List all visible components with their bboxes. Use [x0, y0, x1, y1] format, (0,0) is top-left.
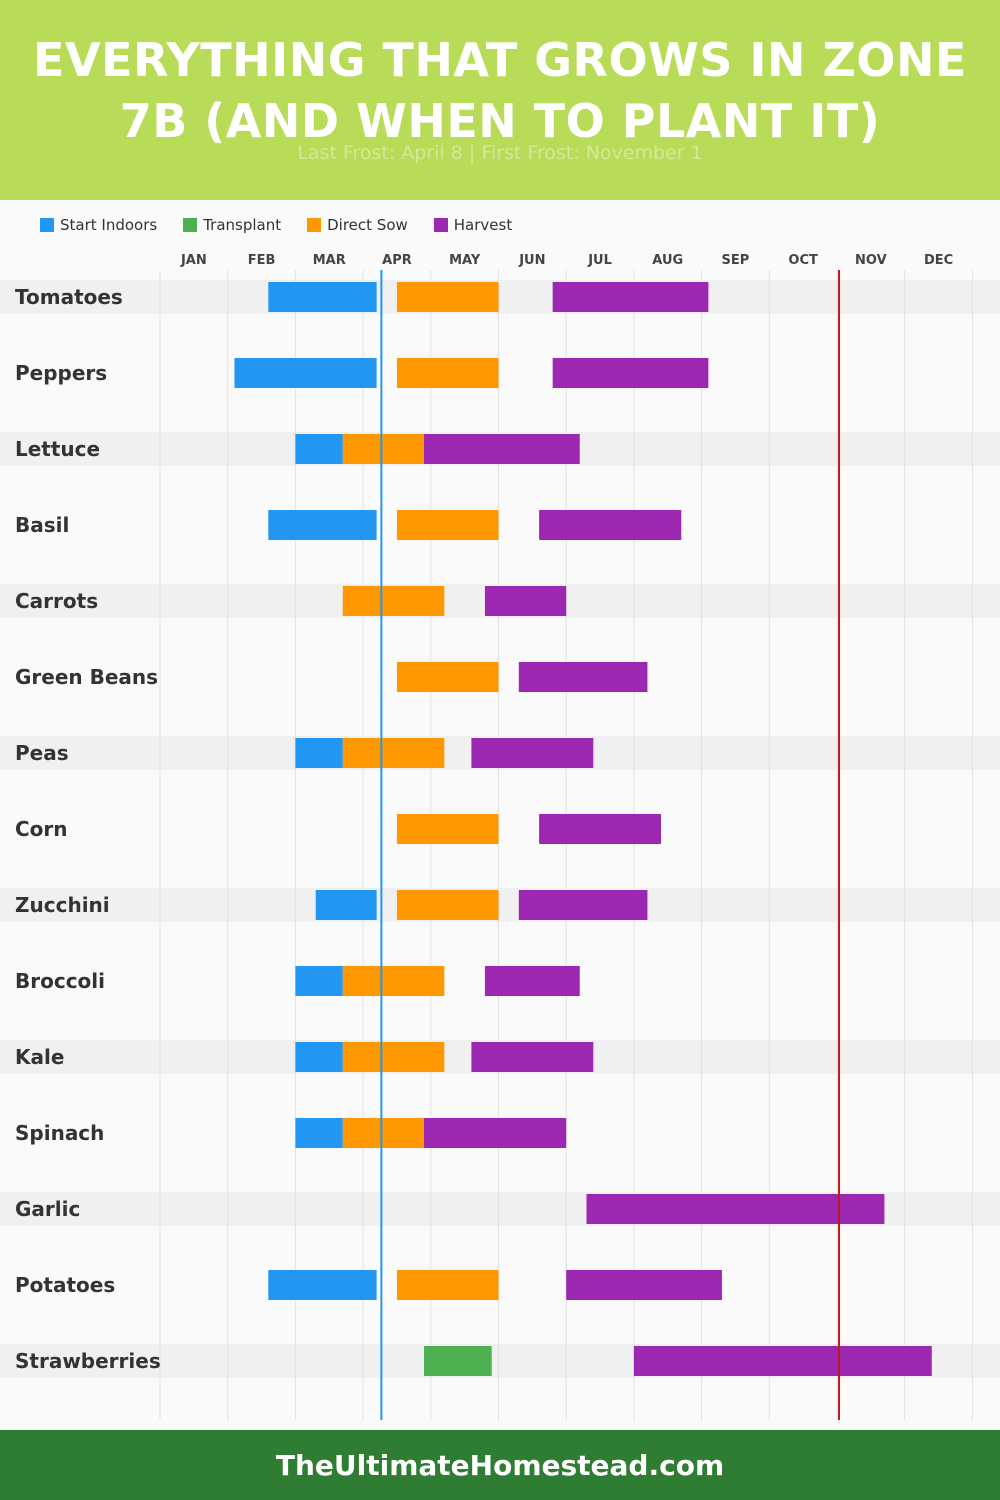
bar-potatoes-start-indoors	[268, 1270, 377, 1300]
bar-lettuce-start-indoors	[295, 434, 343, 464]
bar-tomatoes-direct-sow	[396, 282, 499, 312]
legend-swatch	[183, 218, 198, 232]
crop-label-carrots: Carrots	[15, 589, 98, 613]
bar-zucchini-start-indoors	[315, 890, 377, 920]
bar-zucchini-direct-sow	[396, 890, 499, 920]
bar-zucchini-harvest	[518, 890, 648, 920]
month-label-aug: AUG	[652, 253, 683, 268]
bar-lettuce-harvest	[424, 434, 580, 464]
legend-swatch	[40, 218, 54, 232]
crop-label-broccoli: Broccoli	[15, 969, 105, 993]
bar-kale-harvest	[471, 1042, 594, 1072]
month-label-oct: OCT	[788, 253, 818, 268]
month-label-jun: JUN	[518, 253, 545, 268]
crop-label-green-beans: Green Beans	[15, 665, 158, 689]
bar-broccoli-harvest	[484, 966, 580, 996]
bar-lettuce-direct-sow	[342, 434, 425, 464]
legend-item-transplant: Transplant	[183, 216, 281, 234]
bar-tomatoes-start-indoors	[268, 282, 377, 312]
month-label-mar: MAR	[313, 253, 346, 268]
crop-label-tomatoes: Tomatoes	[15, 285, 123, 309]
month-label-may: MAY	[449, 253, 481, 268]
crop-label-spinach: Spinach	[15, 1121, 104, 1145]
bar-spinach-harvest	[424, 1118, 567, 1148]
crop-label-basil: Basil	[15, 513, 69, 537]
legend: Start Indoors Transplant Direct Sow Harv…	[40, 214, 538, 236]
bar-potatoes-harvest	[566, 1270, 722, 1300]
header-banner: EVERYTHING THAT GROWS IN ZONE 7B (AND WH…	[0, 0, 1000, 200]
month-label-apr: APR	[382, 253, 412, 268]
legend-swatch	[433, 218, 448, 232]
crop-label-garlic: Garlic	[15, 1197, 80, 1221]
legend-item-start-indoors: Start Indoors	[40, 216, 157, 234]
bar-peas-direct-sow	[342, 738, 445, 768]
bar-peppers-start-indoors	[234, 358, 377, 388]
row-stripe	[0, 280, 1000, 314]
bar-kale-start-indoors	[295, 1042, 343, 1072]
legend-label: Direct Sow	[327, 216, 408, 234]
crop-label-potatoes: Potatoes	[15, 1273, 115, 1297]
bar-potatoes-direct-sow	[396, 1270, 499, 1300]
bar-broccoli-direct-sow	[342, 966, 445, 996]
bar-peppers-direct-sow	[396, 358, 499, 388]
bar-green-beans-harvest	[518, 662, 648, 692]
legend-label: Harvest	[453, 216, 513, 234]
bar-spinach-direct-sow	[342, 1118, 425, 1148]
month-label-feb: FEB	[248, 253, 276, 268]
frost-dates-subtitle: Last Frost: April 8 | First Frost: Novem…	[297, 142, 703, 164]
bar-basil-harvest	[539, 510, 682, 540]
bar-carrots-harvest	[484, 586, 567, 616]
legend-item-harvest: Harvest	[433, 216, 513, 234]
bar-corn-direct-sow	[396, 814, 499, 844]
legend-item-direct-sow: Direct Sow	[307, 216, 408, 234]
bar-basil-start-indoors	[268, 510, 377, 540]
month-label-jul: JUL	[587, 253, 612, 268]
bar-broccoli-start-indoors	[295, 966, 343, 996]
footer-site-name[interactable]: TheUltimateHomestead.com	[275, 1448, 725, 1482]
bar-garlic-harvest	[586, 1194, 885, 1224]
crop-label-peas: Peas	[15, 741, 69, 765]
bar-spinach-start-indoors	[295, 1118, 343, 1148]
bar-peppers-harvest	[552, 358, 709, 388]
bar-strawberries-harvest	[633, 1346, 932, 1376]
bar-strawberries-transplant	[424, 1346, 492, 1376]
page-title: EVERYTHING THAT GROWS IN ZONE 7B (AND WH…	[33, 33, 967, 148]
bar-corn-harvest	[539, 814, 661, 844]
bar-peas-harvest	[471, 738, 594, 768]
legend-swatch	[307, 218, 322, 232]
crop-label-strawberries: Strawberries	[15, 1349, 161, 1373]
month-label-nov: NOV	[855, 253, 887, 268]
bar-peas-start-indoors	[295, 738, 343, 768]
row-stripe	[0, 888, 1000, 922]
bar-basil-direct-sow	[396, 510, 499, 540]
bar-green-beans-direct-sow	[396, 662, 499, 692]
month-label-dec: DEC	[924, 253, 953, 268]
month-label-sep: SEP	[722, 253, 750, 268]
crop-label-lettuce: Lettuce	[15, 437, 100, 461]
month-label-jan: JAN	[180, 253, 207, 268]
footer-banner: TheUltimateHomestead.com	[0, 1430, 1000, 1500]
crop-label-corn: Corn	[15, 817, 68, 841]
bar-tomatoes-harvest	[552, 282, 709, 312]
crop-label-zucchini: Zucchini	[15, 893, 110, 917]
legend-label: Start Indoors	[60, 216, 158, 234]
legend-label: Transplant	[203, 216, 282, 234]
bar-carrots-direct-sow	[342, 586, 445, 616]
crop-label-peppers: Peppers	[15, 361, 107, 385]
bar-kale-direct-sow	[342, 1042, 445, 1072]
crop-label-kale: Kale	[15, 1045, 64, 1069]
planting-calendar-chart: JAN FEB MAR APR MAY JUN JUL AUG SEP OCT NOV DEC Toma…	[0, 253, 1000, 1420]
